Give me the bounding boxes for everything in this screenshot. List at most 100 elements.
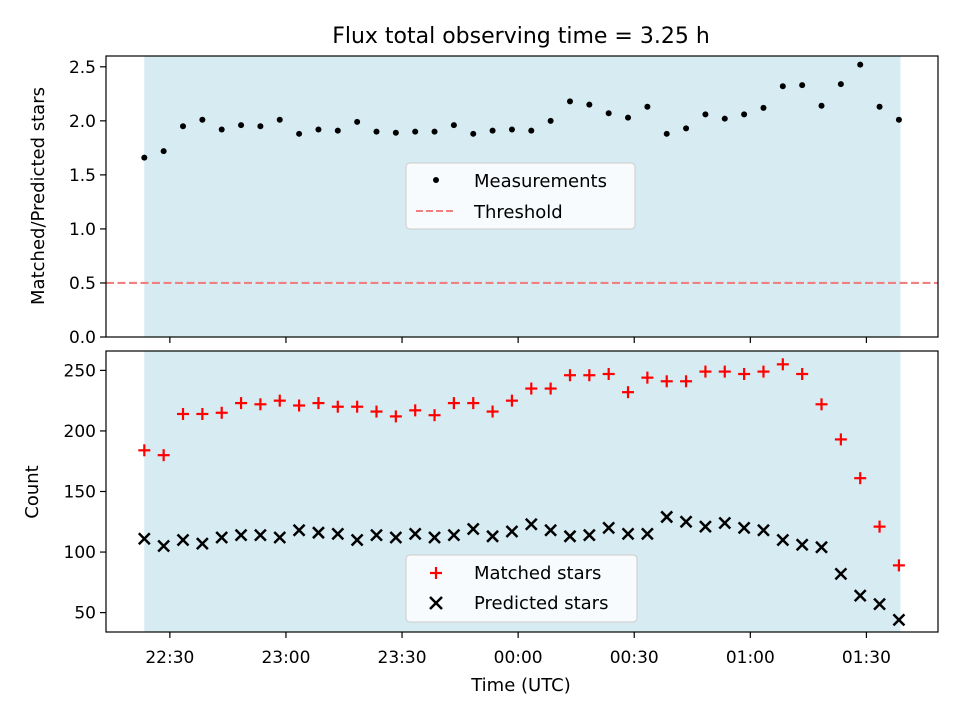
- top-y-tick-label: 0.5: [69, 274, 96, 294]
- predicted-star-point: [466, 522, 480, 536]
- matched-star-point: [892, 559, 905, 572]
- top-legend: Measurements Threshold: [405, 162, 636, 230]
- matched-star-point: [602, 368, 615, 381]
- predicted-star-point: [582, 528, 596, 542]
- predicted-star-point: [370, 528, 383, 542]
- predicted-star-point: [679, 515, 693, 529]
- bottom-panel: 50 100 150 200 250 22:30 23:00 23:30 00:00 00:30 0…: [22, 350, 939, 668]
- measurement-point: [799, 82, 806, 89]
- matched-star-point: [273, 394, 286, 407]
- predicted-star-point: [834, 567, 848, 581]
- legend-predicted-marker: [429, 596, 443, 610]
- matched-star-point: [834, 433, 847, 446]
- predicted-star-point: [892, 613, 906, 627]
- measurement-point: [489, 127, 496, 134]
- predicted-star-point: [254, 528, 267, 542]
- top-y-axis-label: Matched/Predicted stars: [28, 87, 49, 305]
- measurement-point: [450, 122, 457, 129]
- matched-star-point: [312, 397, 325, 410]
- measurement-point: [160, 148, 167, 155]
- matched-star-point: [544, 382, 557, 395]
- measurement-point: [180, 123, 187, 130]
- bottom-legend: Matched stars Predicted stars: [405, 554, 638, 623]
- predicted-star-point: [273, 531, 287, 544]
- predicted-star-point: [234, 528, 248, 542]
- matched-star-point: [757, 365, 770, 378]
- matched-star-point: [583, 369, 596, 382]
- predicted-star-point: [795, 538, 809, 552]
- matched-star-point: [680, 375, 693, 388]
- legend-threshold-label: Threshold: [473, 202, 563, 223]
- x-tick-label: 00:30: [610, 648, 659, 668]
- measurement-point: [760, 104, 767, 111]
- legend-matched-marker: [430, 567, 442, 579]
- predicted-star-point: [757, 523, 770, 537]
- measurement-point: [199, 116, 206, 123]
- matched-star-point: [718, 365, 731, 378]
- top-y-tick-label: 2.0: [69, 112, 96, 132]
- measurement-point: [857, 61, 864, 68]
- matched-star-point: [525, 382, 538, 395]
- measurement-point: [470, 130, 477, 137]
- measurement-point: [315, 126, 322, 133]
- matched-star-point: [467, 397, 480, 410]
- predicted-star-point: [292, 523, 306, 537]
- measurement-point: [702, 111, 709, 118]
- predicted-star-point: [137, 532, 151, 546]
- measurement-point: [837, 81, 844, 88]
- matched-star-point: [389, 410, 402, 423]
- measurement-point: [412, 128, 419, 135]
- measurement-point: [528, 127, 535, 134]
- legend-measurements-label: Measurements: [474, 171, 607, 192]
- measurement-point: [586, 101, 593, 108]
- top-y-tick-label: 1.5: [69, 166, 96, 186]
- bottom-legend-box: [405, 554, 638, 623]
- bottom-y-tick-label: 50: [74, 604, 96, 624]
- legend-matched-label: Matched stars: [474, 563, 601, 584]
- predicted-star-point: [505, 525, 519, 538]
- measurement-point: [141, 154, 148, 161]
- predicted-star-point: [853, 589, 867, 603]
- measurement-point: [895, 116, 902, 123]
- predicted-star-point: [157, 539, 171, 553]
- x-tick-label: 23:00: [261, 648, 310, 668]
- matched-star-point: [370, 405, 383, 418]
- top-axes-frame: [105, 55, 939, 338]
- measurement-point: [238, 122, 245, 129]
- measurement-point: [818, 102, 825, 109]
- matched-star-point: [138, 444, 151, 457]
- x-tick-label: 23:30: [378, 648, 427, 668]
- matched-star-point: [293, 399, 306, 412]
- x-tick-label: 01:00: [726, 648, 775, 668]
- top-panel: 0.0 0.5 1.0 1.5 2.0 2.5 Matched/Predicted sta…: [28, 55, 939, 348]
- predicted-star-point: [408, 527, 422, 541]
- predicted-star-point: [331, 527, 345, 541]
- predicted-star-point: [312, 526, 325, 540]
- predicted-star-point: [776, 533, 790, 547]
- measurement-point: [334, 127, 341, 134]
- matched-star-point: [196, 407, 209, 420]
- predicted-star-point: [176, 533, 190, 547]
- measurement-point: [508, 126, 515, 133]
- matched-star-point: [447, 397, 460, 410]
- matched-star-point: [622, 386, 635, 399]
- matched-star-point: [776, 358, 789, 371]
- bottom-y-tick-label: 100: [64, 543, 96, 563]
- measurement-point: [721, 115, 728, 122]
- measurement-point: [625, 114, 632, 121]
- measurement-point: [373, 128, 380, 135]
- predicted-star-point: [544, 523, 558, 537]
- predicted-star-point: [737, 521, 751, 535]
- matched-star-point: [331, 400, 344, 413]
- matched-star-point: [563, 369, 576, 382]
- matched-star-point: [428, 409, 441, 422]
- predicted-star-point: [602, 521, 616, 535]
- measurement-point: [392, 129, 399, 136]
- legend-measurements-marker: [433, 177, 439, 183]
- top-legend-box: [405, 162, 636, 230]
- predicted-star-point: [350, 533, 364, 547]
- measurement-point: [431, 128, 438, 135]
- bottom-axes-frame: [105, 350, 939, 633]
- bottom-y-axis-label: Count: [22, 465, 43, 518]
- predicted-star-point: [873, 597, 886, 611]
